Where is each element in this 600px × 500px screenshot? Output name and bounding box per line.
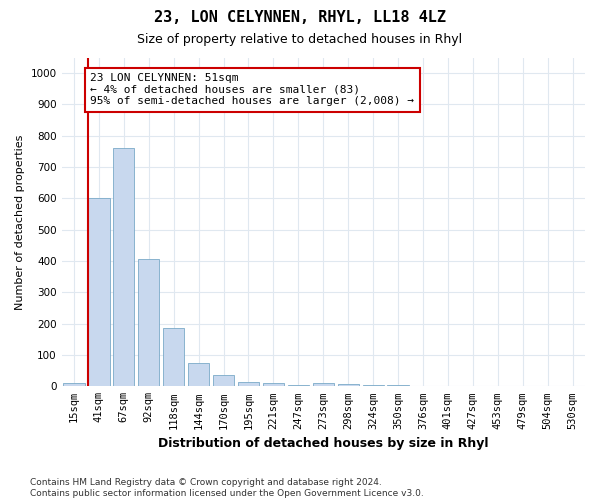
Bar	[338, 384, 359, 386]
Bar	[362, 384, 384, 386]
Bar	[188, 363, 209, 386]
Bar	[288, 384, 309, 386]
Bar	[263, 383, 284, 386]
Bar	[88, 198, 110, 386]
Text: 23 LON CELYNNEN: 51sqm
← 4% of detached houses are smaller (83)
95% of semi-deta: 23 LON CELYNNEN: 51sqm ← 4% of detached …	[91, 73, 415, 106]
Y-axis label: Number of detached properties: Number of detached properties	[15, 134, 25, 310]
Bar	[213, 376, 234, 386]
Text: Size of property relative to detached houses in Rhyl: Size of property relative to detached ho…	[137, 32, 463, 46]
Bar	[163, 328, 184, 386]
Bar	[313, 383, 334, 386]
Text: 23, LON CELYNNEN, RHYL, LL18 4LZ: 23, LON CELYNNEN, RHYL, LL18 4LZ	[154, 10, 446, 25]
Text: Contains HM Land Registry data © Crown copyright and database right 2024.
Contai: Contains HM Land Registry data © Crown c…	[30, 478, 424, 498]
Bar	[138, 260, 160, 386]
Bar	[64, 383, 85, 386]
Bar	[113, 148, 134, 386]
Bar	[238, 382, 259, 386]
X-axis label: Distribution of detached houses by size in Rhyl: Distribution of detached houses by size …	[158, 437, 488, 450]
